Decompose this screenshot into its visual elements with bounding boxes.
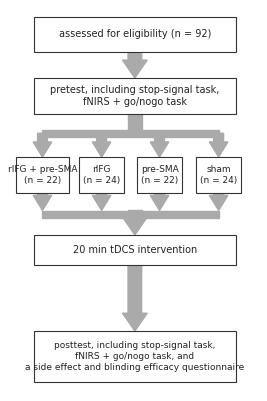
Text: 20 min tDCS intervention: 20 min tDCS intervention [73,245,197,255]
Polygon shape [123,265,147,331]
FancyBboxPatch shape [137,157,182,192]
Polygon shape [33,192,52,211]
Polygon shape [150,133,169,157]
Polygon shape [92,192,111,211]
Text: assessed for eligibility (n = 92): assessed for eligibility (n = 92) [59,29,211,39]
FancyBboxPatch shape [16,157,69,192]
FancyBboxPatch shape [196,157,241,192]
Text: rIFG + pre-SMA
(n = 22): rIFG + pre-SMA (n = 22) [8,165,77,185]
Text: pre-SMA
(n = 22): pre-SMA (n = 22) [141,165,178,185]
Polygon shape [123,52,147,78]
Polygon shape [128,211,142,215]
FancyBboxPatch shape [79,157,124,192]
FancyBboxPatch shape [34,235,236,265]
Polygon shape [33,133,52,157]
Text: posttest, including stop-signal task,
fNIRS + go/nogo task, and
a side effect an: posttest, including stop-signal task, fN… [25,341,245,372]
FancyBboxPatch shape [34,78,236,113]
Polygon shape [150,192,169,211]
FancyBboxPatch shape [34,331,236,383]
Text: sham
(n = 24): sham (n = 24) [200,165,237,185]
Polygon shape [42,211,219,218]
Text: rIFG
(n = 24): rIFG (n = 24) [83,165,120,185]
Polygon shape [123,215,147,235]
Polygon shape [92,133,111,157]
Polygon shape [42,130,219,137]
Polygon shape [209,133,228,157]
Polygon shape [209,192,228,211]
Polygon shape [128,113,142,133]
Text: pretest, including stop-signal task,
fNIRS + go/nogo task: pretest, including stop-signal task, fNI… [50,85,219,107]
FancyBboxPatch shape [34,16,236,52]
